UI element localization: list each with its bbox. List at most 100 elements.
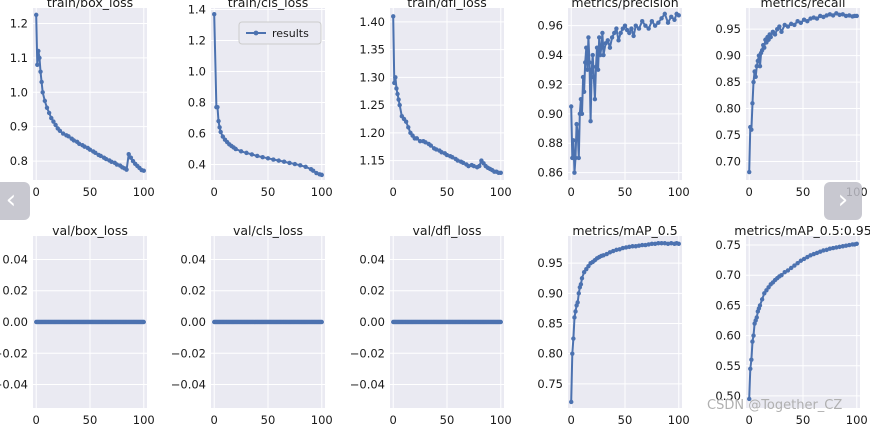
y-tick-label: −0.02 xyxy=(0,346,28,360)
data-point xyxy=(572,315,577,320)
y-tick-label: 0.8 xyxy=(10,154,28,168)
data-point xyxy=(659,16,664,21)
data-point xyxy=(310,168,316,173)
x-tick-label: 0 xyxy=(746,413,753,424)
data-point xyxy=(397,102,402,108)
data-point xyxy=(665,20,671,25)
chart-panel-metrics-recall: 0.700.750.800.850.900.95050100metrics/re… xyxy=(715,0,867,199)
chevron-right-icon[interactable]: › xyxy=(824,182,862,220)
y-tick-label: 0.55 xyxy=(715,359,741,373)
data-point xyxy=(42,98,48,104)
data-point xyxy=(584,45,589,50)
data-point xyxy=(633,23,638,28)
chart-panel-val-box-loss: −0.04 −0.02 0.00 0.02 0.04 0 50 100 val/box_loss xyxy=(0,223,155,424)
y-tick-label: 0.50 xyxy=(715,389,741,403)
data-point xyxy=(748,366,753,371)
y-tick-label: 1.35 xyxy=(359,43,385,57)
y-tick-label: 0.70 xyxy=(715,268,741,282)
data-point xyxy=(573,155,578,161)
legend-label: results xyxy=(272,27,309,40)
data-point xyxy=(417,138,423,144)
watermark: CSDN @Together_CZ xyxy=(707,398,843,413)
data-point xyxy=(612,30,617,36)
data-point xyxy=(672,17,677,22)
chevron-left-icon[interactable]: ‹ xyxy=(0,182,30,220)
y-tick-label: 1.2 xyxy=(188,34,206,48)
data-point xyxy=(759,297,765,302)
data-point xyxy=(676,13,681,18)
data-point xyxy=(569,104,574,109)
y-tick-label: 0.02 xyxy=(2,284,28,298)
data-point xyxy=(649,241,655,247)
data-point xyxy=(772,32,778,37)
data-point xyxy=(141,168,146,173)
chart-title: val/box_loss xyxy=(52,223,128,238)
data-point xyxy=(423,140,428,145)
data-point xyxy=(292,161,298,167)
data-point xyxy=(854,13,859,19)
data-point xyxy=(595,67,601,72)
chart-title: metrics/recall xyxy=(760,0,845,10)
data-point xyxy=(805,19,810,24)
data-point xyxy=(579,111,585,117)
data-point xyxy=(830,13,836,18)
y-tick-label: 1.25 xyxy=(359,98,385,112)
data-point xyxy=(749,357,754,362)
x-tick-label: 50 xyxy=(618,185,633,199)
x-tick-label: 0 xyxy=(390,413,397,424)
y-tick-label: 0.6 xyxy=(188,127,206,141)
x-tick-label: 100 xyxy=(311,185,333,199)
data-point xyxy=(768,34,773,40)
data-point xyxy=(629,26,634,31)
data-point xyxy=(238,149,244,154)
data-point xyxy=(656,20,661,25)
chart-title: metrics/precision xyxy=(571,0,678,10)
data-point xyxy=(749,127,754,132)
y-tick-label: 0.95 xyxy=(537,256,563,270)
y-tick-label: 0.96 xyxy=(537,19,563,33)
data-point xyxy=(798,20,804,26)
data-point xyxy=(618,30,623,36)
data-point xyxy=(792,263,797,268)
data-point xyxy=(594,45,600,50)
data-point xyxy=(609,35,615,40)
data-point xyxy=(87,147,93,152)
data-point xyxy=(450,155,455,160)
x-tick-label: 100 xyxy=(668,413,690,424)
data-point xyxy=(49,115,54,121)
y-tick-label: 1.0 xyxy=(188,65,206,79)
data-point xyxy=(40,90,45,95)
data-point xyxy=(575,300,580,305)
data-point xyxy=(93,150,98,156)
chart-title: train/box_loss xyxy=(47,0,133,10)
data-point xyxy=(753,74,758,80)
y-tick-label: −0.02 xyxy=(171,346,206,360)
x-tick-label: 50 xyxy=(261,413,276,424)
data-point xyxy=(265,156,271,161)
x-tick-label: 100 xyxy=(668,185,690,199)
data-point xyxy=(785,268,791,273)
chart-title: val/dfl_loss xyxy=(413,223,482,238)
x-tick-label: 0 xyxy=(746,185,753,199)
data-point xyxy=(36,48,41,54)
y-tick-label: 0.75 xyxy=(715,128,741,142)
data-point xyxy=(406,125,411,130)
y-tick-label: 1.1 xyxy=(10,51,28,65)
chart-title: metrics/mAP_0.5:0.95 xyxy=(734,223,870,238)
data-point xyxy=(255,153,260,159)
legend-marker xyxy=(253,30,259,36)
data-point xyxy=(428,143,434,148)
x-tick-label: 50 xyxy=(83,413,98,424)
data-point xyxy=(66,134,71,139)
legend-box xyxy=(238,21,322,45)
chart-panel-val-dfl-loss: −0.04 −0.02 0.00 0.02 0.04 0 50 100 val/dfl_loss xyxy=(350,223,512,424)
data-point xyxy=(579,276,585,281)
data-point xyxy=(51,119,56,124)
data-point xyxy=(570,155,575,161)
data-point xyxy=(395,91,400,97)
data-point xyxy=(128,155,134,160)
data-point xyxy=(814,16,820,21)
data-point xyxy=(676,241,681,247)
data-point xyxy=(233,146,238,152)
data-point xyxy=(636,26,642,31)
